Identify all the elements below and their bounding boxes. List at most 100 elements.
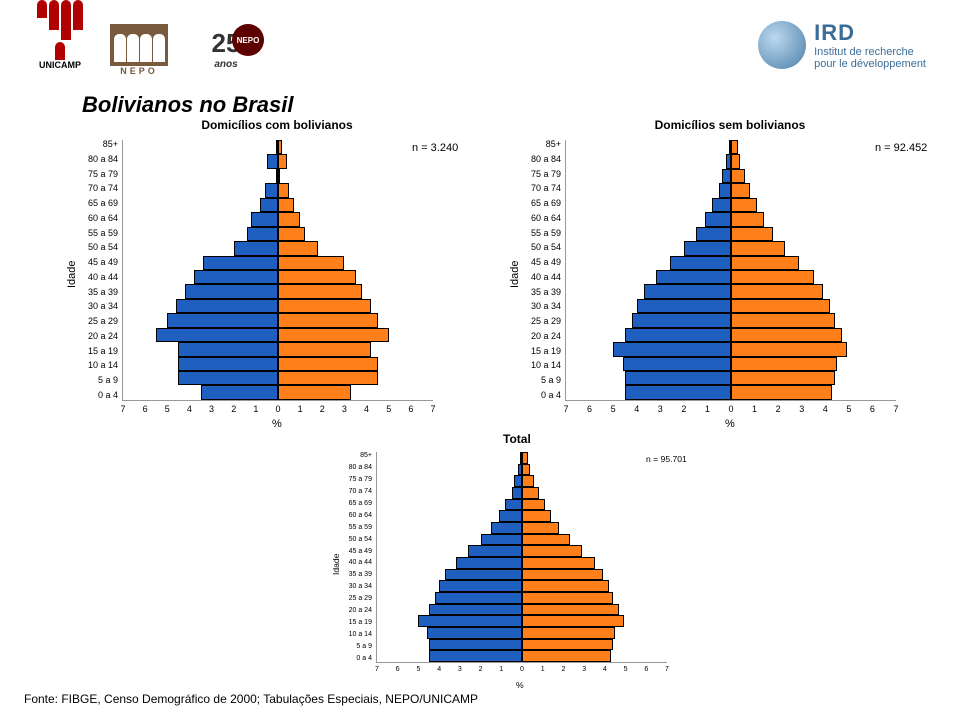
bar-male [178, 371, 278, 385]
bar-male [468, 545, 522, 557]
bar-female [278, 227, 305, 241]
bar-male [429, 650, 522, 662]
logo-nepo: NEPO [110, 24, 168, 76]
page-title: Bolivianos no Brasil [82, 92, 294, 118]
bar-female [731, 169, 745, 183]
bar-male [512, 487, 522, 499]
bar-female [522, 592, 613, 604]
age-label: 10 a 14 [337, 631, 372, 638]
x-tick: 4 [634, 404, 639, 414]
bar-male [625, 385, 731, 399]
logo-25anos: 25 anos NEPO [186, 22, 266, 76]
bar-female [278, 270, 356, 284]
bar-male [260, 198, 278, 212]
bar-female [278, 313, 378, 327]
x-tick: 3 [582, 666, 586, 673]
chart-a-title: Domicílios com bolivianos [122, 118, 432, 132]
bar-male [418, 615, 522, 627]
bar-female [278, 169, 280, 183]
header: UNICAMP NEPO 25 anos NEPO IRD Institut d… [0, 0, 960, 98]
bar-female [522, 650, 611, 662]
x-tick: 7 [430, 404, 435, 414]
bar-male [625, 328, 731, 342]
x-tick: 3 [209, 404, 214, 414]
x-tick: 5 [386, 404, 391, 414]
bar-male [439, 580, 522, 592]
x-tick: 7 [665, 666, 669, 673]
bar-female [731, 299, 830, 313]
nepo-icon [110, 24, 168, 66]
bar-male [201, 385, 279, 399]
age-label: 70 a 74 [72, 184, 118, 193]
age-label: 45 a 49 [72, 258, 118, 267]
x-tick: 0 [728, 404, 733, 414]
chart-a-ticks: 765432101234567 [123, 400, 433, 414]
bar-female [522, 604, 619, 616]
bar-female [522, 534, 570, 546]
bar-female [731, 385, 832, 399]
bar-male [234, 241, 278, 255]
bar-male [176, 299, 278, 313]
x-tick: 5 [165, 404, 170, 414]
bar-male [637, 299, 731, 313]
bar-female [731, 284, 823, 298]
chart-c-n: n = 95.701 [646, 454, 687, 464]
bar-male [719, 183, 731, 197]
age-label: 70 a 74 [337, 488, 372, 495]
chart-sem-bolivianos: Domicílios sem bolivianos Idade 85+80 a … [515, 118, 960, 438]
x-tick: 3 [342, 404, 347, 414]
chart-c-plot: 765432101234567 [376, 452, 667, 663]
age-label: 10 a 14 [515, 361, 561, 370]
chart-b-ticks: 765432101234567 [566, 400, 896, 414]
bar-female [278, 212, 300, 226]
chart-a-n: n = 3.240 [412, 142, 458, 154]
age-label: 55 a 59 [515, 229, 561, 238]
age-label: 5 a 9 [72, 376, 118, 385]
bar-male [491, 522, 522, 534]
age-label: 35 a 39 [72, 288, 118, 297]
unicamp-icon [36, 16, 84, 60]
bar-male [456, 557, 522, 569]
chart-c-ticks: 765432101234567 [377, 662, 667, 676]
bar-female [522, 475, 534, 487]
bar-male [247, 227, 278, 241]
chart-com-bolivianos: Domicílios com bolivianos Idade 85+80 a … [72, 118, 502, 438]
bar-male [185, 284, 278, 298]
age-label: 85+ [337, 452, 372, 459]
age-label: 75 a 79 [337, 476, 372, 483]
bar-male [251, 212, 278, 226]
age-label: 0 a 4 [337, 655, 372, 662]
age-label: 45 a 49 [515, 258, 561, 267]
x-tick: 7 [563, 404, 568, 414]
bar-male [429, 639, 522, 651]
x-tick: 6 [644, 666, 648, 673]
bar-female [731, 313, 835, 327]
age-label: 35 a 39 [515, 288, 561, 297]
age-label: 10 a 14 [72, 361, 118, 370]
bar-male [505, 499, 522, 511]
chart-b-age-labels: 85+80 a 8475 a 7970 a 7465 a 6960 a 6455… [515, 140, 561, 400]
age-label: 20 a 24 [337, 607, 372, 614]
ird-name: IRD [814, 20, 926, 46]
bar-female [731, 227, 773, 241]
age-label: 15 a 19 [337, 619, 372, 626]
bar-male [656, 270, 731, 284]
bar-female [278, 256, 344, 270]
age-label: 5 a 9 [337, 643, 372, 650]
x-tick: 2 [320, 404, 325, 414]
x-tick: 1 [253, 404, 258, 414]
age-label: 60 a 64 [515, 214, 561, 223]
bar-male [265, 183, 278, 197]
bar-female [278, 183, 289, 197]
age-label: 55 a 59 [337, 524, 372, 531]
chart-b-female-bars [731, 140, 847, 400]
bar-female [731, 241, 785, 255]
bar-male [481, 534, 522, 546]
chart-total: Total Idade 85+80 a 8475 a 7970 a 7465 a… [337, 430, 736, 700]
anos25-circle: NEPO [232, 24, 264, 56]
bar-female [522, 545, 582, 557]
age-label: 60 a 64 [337, 512, 372, 519]
age-label: 50 a 54 [72, 243, 118, 252]
bar-male [632, 313, 731, 327]
bar-female [731, 371, 835, 385]
